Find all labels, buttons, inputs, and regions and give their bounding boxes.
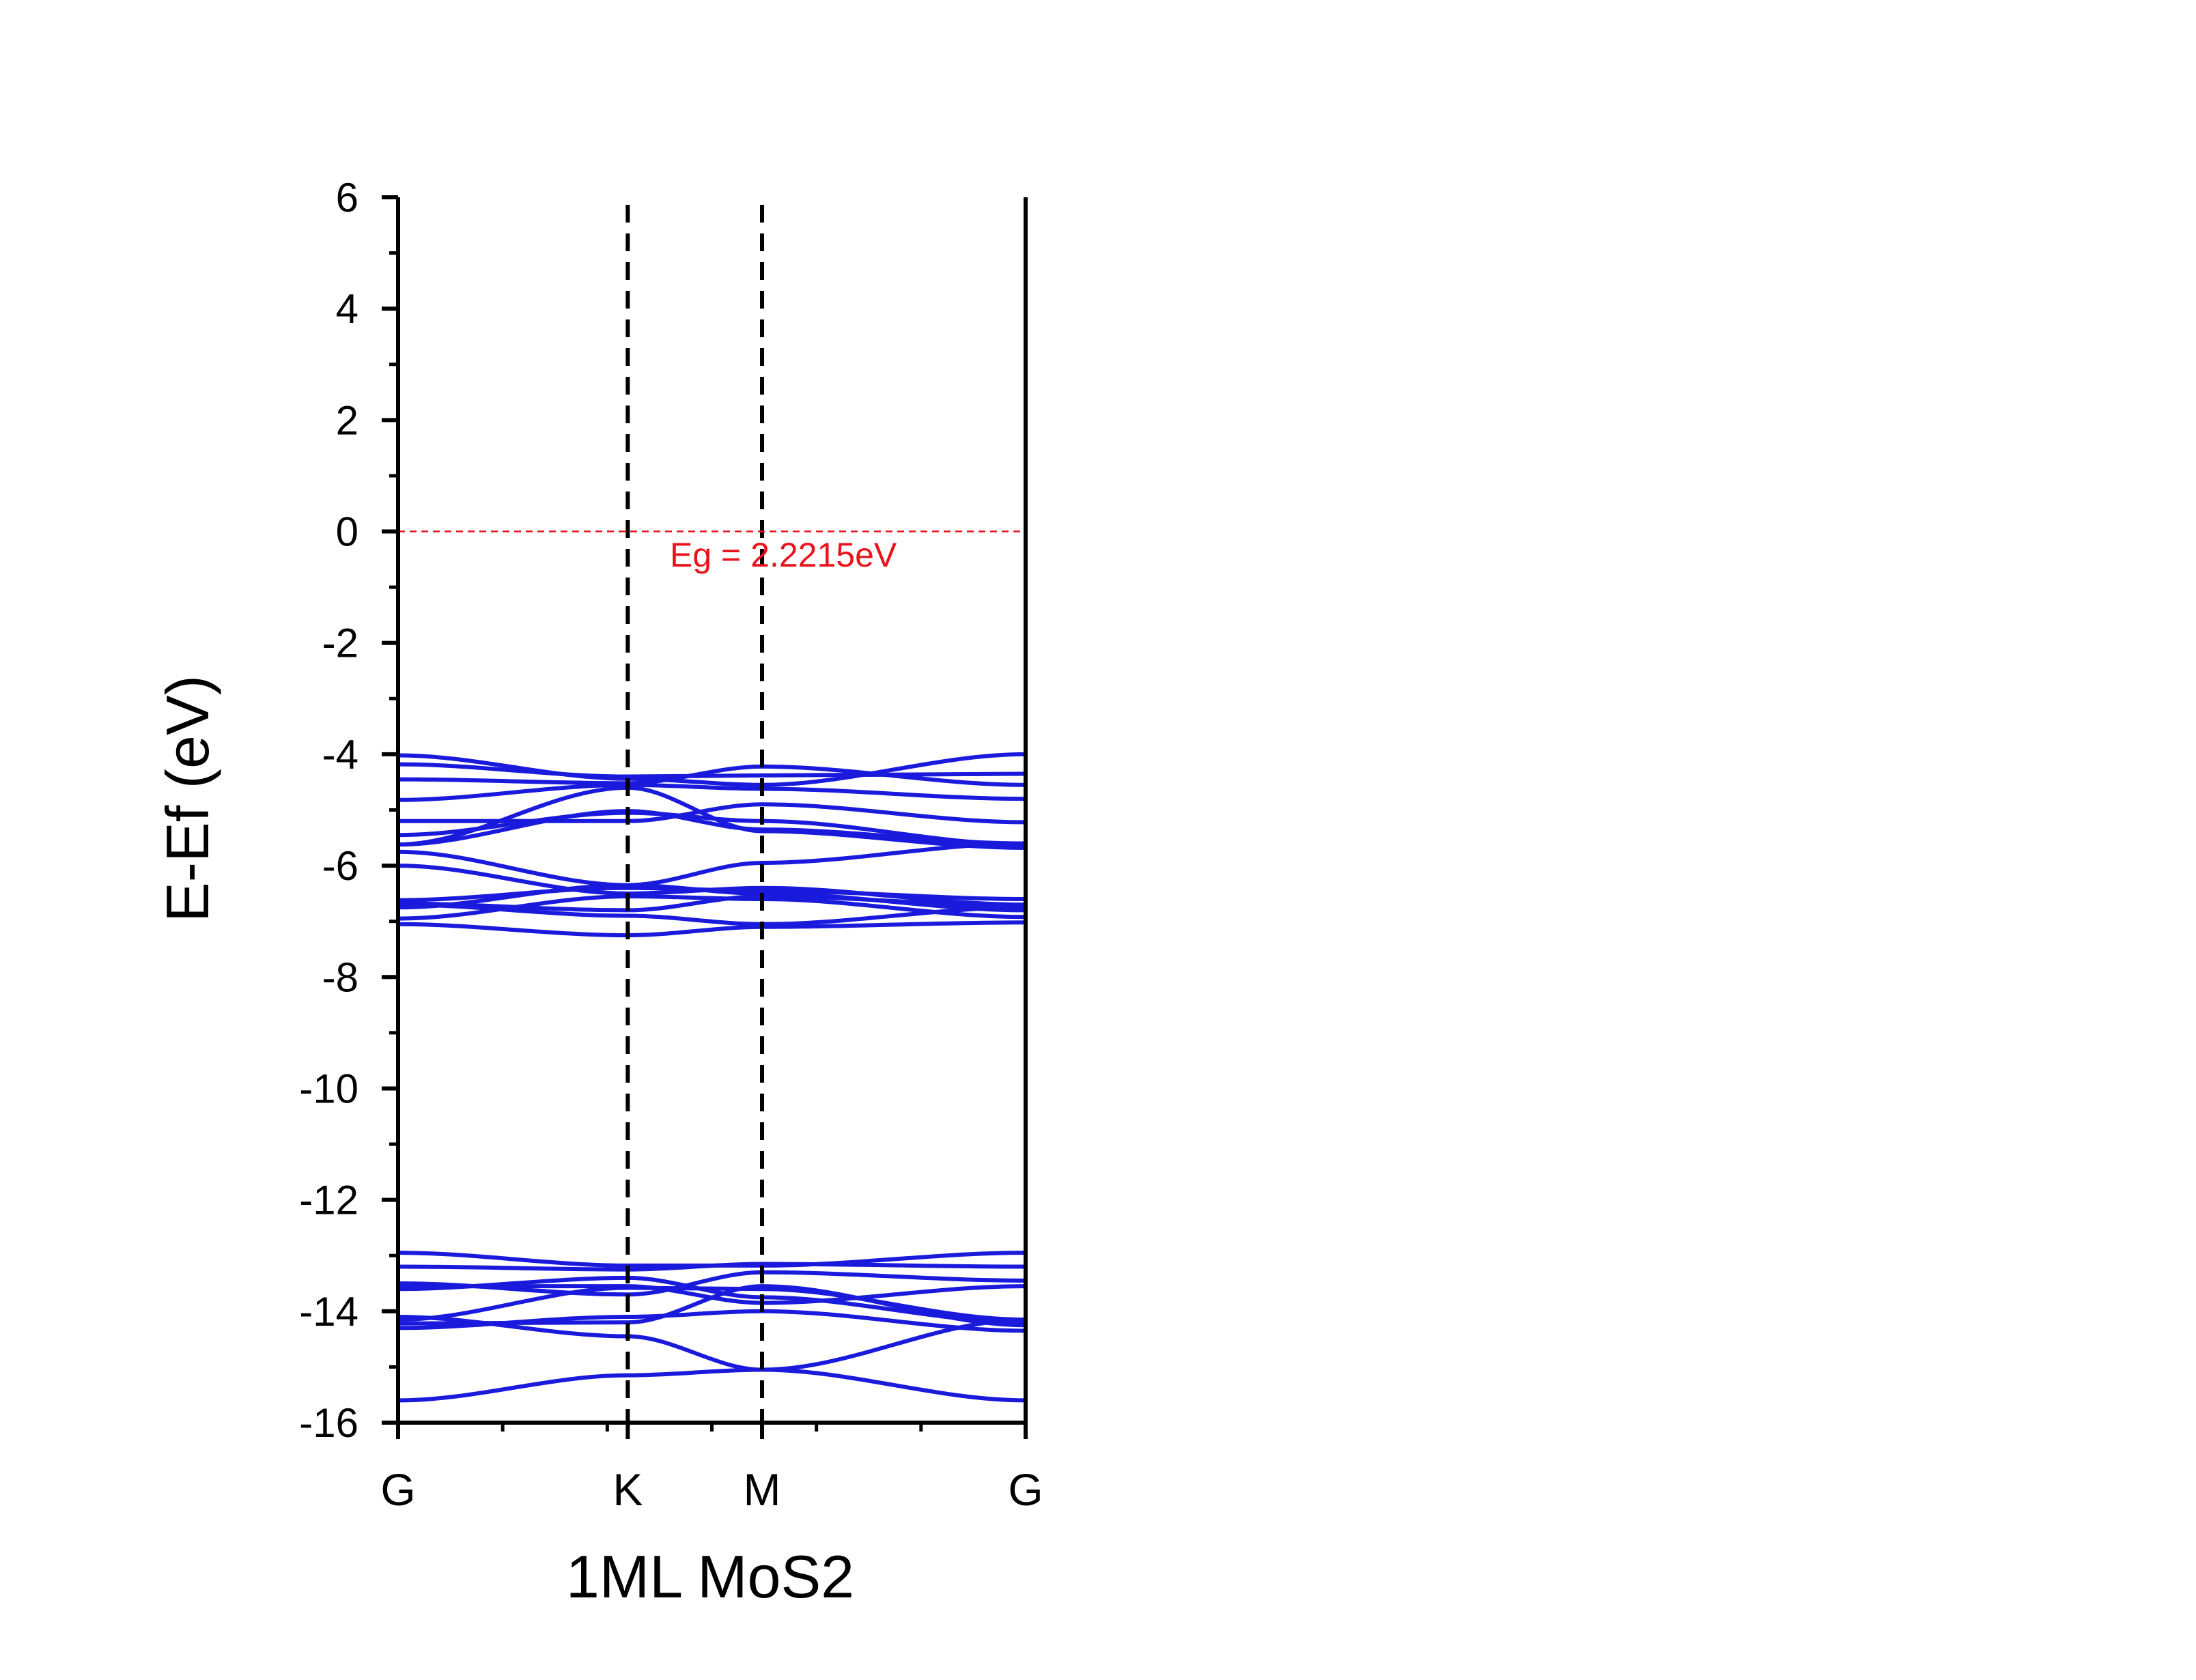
band-line	[397, 1270, 1026, 1297]
axes	[382, 195, 1028, 1439]
band-line	[397, 782, 1026, 802]
band-line	[397, 1309, 1026, 1333]
gap-annotation: Eg = 2.2215eV	[670, 536, 897, 574]
y-tick-label: -4	[322, 732, 358, 778]
kpoint-divider-lines	[625, 205, 765, 1423]
y-tick-labels: 6 4 2 0 -2 -4 -6 -8 -10 -12 -14 -16	[299, 175, 358, 1446]
x-tick-label: M	[744, 1464, 781, 1515]
y-tick-label: -10	[299, 1066, 358, 1111]
x-tick-label: G	[1008, 1464, 1043, 1515]
band-line	[397, 809, 1026, 847]
y-tick-label: -14	[299, 1289, 358, 1335]
band-line	[397, 1251, 1026, 1268]
band-line	[397, 810, 1026, 847]
band-line	[397, 764, 1026, 787]
band-line	[397, 902, 1026, 926]
band-line	[397, 841, 1026, 887]
band-line	[397, 1315, 1026, 1372]
x-tick-label: K	[613, 1464, 643, 1515]
band-line	[397, 1262, 1026, 1272]
y-tick-label: -12	[299, 1178, 358, 1223]
y-tick-label: 0	[336, 509, 358, 555]
band-lines	[397, 752, 1026, 1403]
x-tick-label: G	[380, 1464, 415, 1515]
y-axis-label: E-Ef (eV)	[154, 675, 221, 922]
y-tick-label: -8	[322, 954, 358, 1000]
band-line	[397, 1284, 1026, 1305]
y-tick-label: -6	[322, 843, 358, 889]
band-line	[397, 785, 1026, 850]
band-line	[397, 752, 1026, 787]
y-tick-label: 2	[336, 397, 358, 443]
y-tick-label: 6	[336, 175, 358, 220]
band-line	[397, 920, 1026, 938]
y-tick-label: -16	[299, 1400, 358, 1446]
y-tick-label: 4	[336, 286, 358, 332]
band-line	[397, 1367, 1026, 1403]
x-axis-label: 1ML MoS2	[566, 1543, 854, 1610]
band-line	[397, 883, 1026, 913]
y-tick-label: -2	[322, 621, 358, 666]
